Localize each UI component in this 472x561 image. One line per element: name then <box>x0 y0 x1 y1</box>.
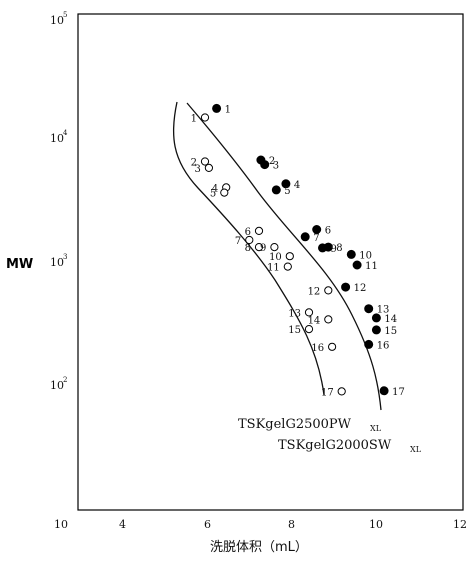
g2000sw-point-label: 8 <box>336 243 342 254</box>
g2000sw-point-label: 5 <box>284 186 290 197</box>
g2000sw-point-10 <box>346 249 356 259</box>
svg-text:10: 10 <box>50 256 64 269</box>
g2500pw-point-label: 14 <box>308 315 321 326</box>
x-axis: 10 4 6 8 10 12 洗脱体积（mL） <box>54 518 467 555</box>
g2500pw-point-label: 11 <box>267 263 280 274</box>
g2500pw-point-8 <box>254 243 264 252</box>
g2500pw-point-label: 13 <box>288 308 301 319</box>
svg-text:10: 10 <box>50 14 64 27</box>
g2500pw-point-label: 15 <box>288 325 301 336</box>
x-tick-label: 4 <box>119 518 126 531</box>
g2000sw-point-16 <box>364 339 374 349</box>
x-axis-label: 洗脱体积（mL） <box>210 540 308 555</box>
y-tick-label: 10 2 <box>50 376 67 392</box>
g2000sw-point-label: 13 <box>377 305 390 316</box>
x-tick-label: 8 <box>288 518 295 531</box>
g2000sw-point-label: 6 <box>325 226 331 237</box>
g2000sw-point-4 <box>281 179 291 189</box>
g2000sw-point-11 <box>352 260 362 270</box>
legend-entry-g2500pw: TSKgelG2500PW XL <box>238 417 382 433</box>
g2000sw-point-17 <box>379 386 389 396</box>
y-tick-label: 10 5 <box>50 11 67 27</box>
svg-text:10: 10 <box>50 379 64 392</box>
g2500pw-point-label: 12 <box>308 286 321 297</box>
g2000sw-point-label: 15 <box>384 326 397 337</box>
legend-entry-g2000sw: TSKgelG2000SW XL <box>278 438 422 454</box>
g2500pw-point-label: 16 <box>311 343 324 354</box>
g2000sw-point-5 <box>271 185 281 195</box>
x-tick-label: 10 <box>369 518 383 531</box>
legend: TSKgelG2500PW XL TSKgelG2000SW XL <box>238 417 422 454</box>
g2000sw-point-label: 16 <box>377 340 390 351</box>
g2000sw-point-13 <box>364 304 374 314</box>
g2000sw-point-label: 4 <box>294 180 300 191</box>
g2500pw-point-label: 3 <box>195 164 201 175</box>
g2500pw-point-15 <box>304 325 314 334</box>
y-axis: 10 5 10 4 10 3 10 2 MW <box>6 11 68 392</box>
g2000sw-point-label: 7 <box>313 233 319 244</box>
svg-text:XL: XL <box>370 424 382 433</box>
g2000sw-point-6 <box>312 225 322 234</box>
g2500pw-point-5 <box>220 188 229 197</box>
x-tick-label: 6 <box>204 518 211 531</box>
svg-text:5: 5 <box>63 11 67 19</box>
svg-text:4: 4 <box>63 129 68 137</box>
g2500pw-point-12 <box>324 286 333 295</box>
y-axis-label: MW <box>6 257 33 272</box>
svg-text:TSKgelG2500PW: TSKgelG2500PW <box>238 417 352 432</box>
g2500pw-point-2 <box>200 157 210 166</box>
svg-text:10: 10 <box>50 132 64 145</box>
g2000sw-point-label: 10 <box>359 250 372 261</box>
g2500pw-point-label: 10 <box>269 252 282 263</box>
g2000sw-point-label: 12 <box>354 283 367 294</box>
svg-text:3: 3 <box>63 253 67 261</box>
g2000sw-point-14 <box>371 313 381 323</box>
g2000sw-point-9 <box>318 243 327 253</box>
y-tick-label: 10 3 <box>50 253 67 269</box>
g2500pw-point-13 <box>304 308 314 317</box>
g2500pw-point-14 <box>324 315 333 324</box>
svg-text:TSKgelG2000SW: TSKgelG2000SW <box>278 438 392 453</box>
g2000sw-point-label: 14 <box>384 314 397 325</box>
g2500pw-point-10 <box>285 252 294 261</box>
g2000sw-point-3 <box>260 160 270 170</box>
g2500pw-point-label: 6 <box>245 227 251 238</box>
g2500pw-point-17 <box>337 387 346 396</box>
g2000sw-point-label: 11 <box>365 261 378 272</box>
x-tick-label: 12 <box>453 518 467 531</box>
g2500pw-point-label: 9 <box>260 243 266 254</box>
g2500pw-point-label: 5 <box>210 189 216 200</box>
plot-frame <box>77 13 464 511</box>
g2500pw-point-7 <box>245 235 254 245</box>
g2000sw-point-12 <box>341 282 351 292</box>
series-curve-g2000sw <box>186 102 382 411</box>
x-tick-label: 10 <box>54 518 68 531</box>
g2500pw-point-16 <box>328 342 337 351</box>
g2000sw-point-label: 2 <box>269 156 275 167</box>
g2500pw-point-label: 17 <box>321 387 334 398</box>
y-tick-label: 10 4 <box>50 129 68 145</box>
g2000sw-point-7 <box>300 232 310 242</box>
g2500pw-point-label: 8 <box>245 243 251 254</box>
g2000sw-point-label: 9 <box>331 244 337 255</box>
svg-text:XL: XL <box>410 445 422 454</box>
g2500pw-point-6 <box>254 226 264 235</box>
g2500pw-point-1 <box>200 113 210 122</box>
g2500pw-point-label: 4 <box>212 183 218 194</box>
g2500pw-point-label: 2 <box>191 158 197 169</box>
g2000sw-point-label: 1 <box>225 104 231 115</box>
g2500pw-point-9 <box>270 243 279 252</box>
g2500pw-point-label: 7 <box>235 236 241 247</box>
g2500pw-point-11 <box>283 262 292 271</box>
g2000sw-point-label: 3 <box>273 161 279 172</box>
g2500pw-point-3 <box>204 163 213 172</box>
g2000sw-point-1 <box>212 103 222 113</box>
g2000sw-point-label: 17 <box>392 387 405 398</box>
g2000sw-point-15 <box>371 325 381 335</box>
svg-text:2: 2 <box>63 376 67 384</box>
g2500pw-point-label: 1 <box>191 114 197 125</box>
